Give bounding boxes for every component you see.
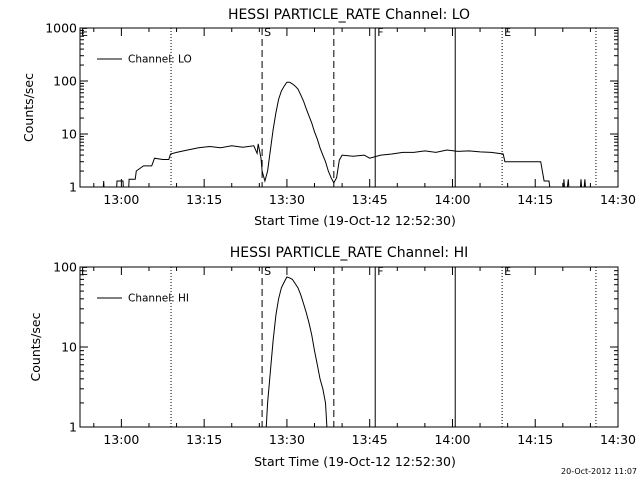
x-tick-label: 13:00 — [103, 432, 139, 447]
plot-frame — [79, 27, 619, 188]
event-marker-label: F — [377, 26, 383, 39]
x-tick-label: 13:15 — [186, 192, 222, 207]
x-tick-label: 13:45 — [352, 432, 388, 447]
y-tick-label: 1000 — [45, 21, 77, 36]
legend-label: Channel: HI — [128, 293, 189, 305]
legend-label: Channel: LO — [128, 54, 192, 66]
event-marker-label: E — [504, 265, 511, 278]
plot-frame — [79, 266, 619, 428]
x-tick-label: 13:45 — [352, 192, 388, 207]
event-marker-label: E — [81, 26, 88, 39]
y-tick-label: 1 — [69, 420, 77, 435]
x-tick-label: 14:00 — [434, 432, 470, 447]
series-line — [265, 276, 328, 427]
x-tick-label: 13:30 — [269, 432, 305, 447]
y-axis-label: Counts/sec — [21, 73, 36, 142]
x-tick-label: 13:30 — [269, 192, 305, 207]
y-axis-label: Counts/sec — [28, 312, 43, 381]
chart-panel-lo: HESSI PARTICLE_RATE Channel: LO Start Tim… — [21, 7, 636, 228]
chart-title: HESSI PARTICLE_RATE Channel: LO — [228, 7, 470, 23]
chart-panel-hi: HESSI PARTICLE_RATE Channel: HI Start Tim… — [28, 245, 636, 469]
event-marker-label: E — [504, 26, 511, 39]
event-marker-label: S — [264, 265, 271, 278]
footer-timestamp: 20-Oct-2012 11:07 — [561, 467, 637, 476]
event-marker-label: S — [264, 26, 271, 39]
series-line — [102, 81, 586, 187]
y-tick-label: 100 — [53, 260, 77, 275]
y-tick-label: 10 — [61, 127, 77, 142]
x-tick-label: 13:15 — [186, 432, 222, 447]
x-tick-label: 14:30 — [600, 432, 636, 447]
event-marker-label: E — [81, 265, 88, 278]
x-tick-label: 14:15 — [517, 432, 553, 447]
x-axis-label: Start Time (19-Oct-12 12:52:30) — [254, 454, 456, 469]
y-tick-label: 100 — [53, 74, 77, 89]
chart-title: HESSI PARTICLE_RATE Channel: HI — [230, 245, 468, 261]
x-tick-label: 13:00 — [103, 192, 139, 207]
x-tick-label: 14:15 — [517, 192, 553, 207]
x-axis-label: Start Time (19-Oct-12 12:52:30) — [254, 213, 456, 228]
y-tick-label: 1 — [69, 180, 77, 195]
event-marker-label: F — [377, 265, 383, 278]
x-tick-label: 14:30 — [600, 192, 636, 207]
x-tick-label: 14:00 — [434, 192, 470, 207]
y-tick-label: 10 — [61, 340, 77, 355]
